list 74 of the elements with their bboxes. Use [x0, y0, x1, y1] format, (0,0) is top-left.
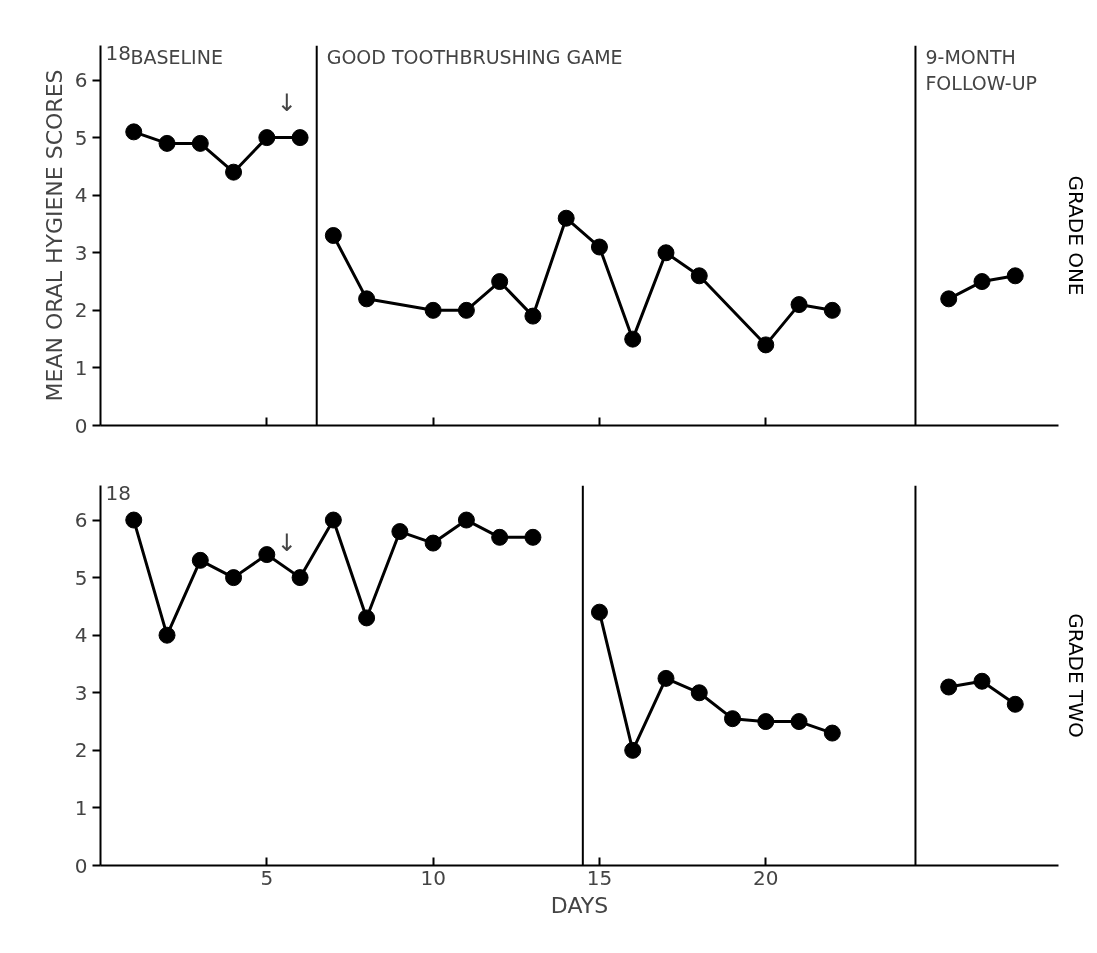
- y-axis-title: MEAN ORAL HYGIENE SCORES: [41, 69, 67, 402]
- text: GRADE ONE: [1063, 175, 1088, 296]
- x-tick-label: 5: [260, 865, 274, 890]
- point: [358, 290, 376, 308]
- point: [225, 569, 243, 587]
- point: [590, 603, 608, 621]
- point: [823, 301, 841, 319]
- point: [973, 672, 991, 690]
- x-axis-title: DAYS: [550, 892, 609, 918]
- point: [724, 710, 742, 728]
- point: [557, 209, 575, 227]
- point: [524, 528, 542, 546]
- point: [757, 336, 775, 354]
- point: [424, 534, 442, 552]
- x-tick-label: 20: [753, 865, 779, 890]
- y-tick-label: 6: [74, 68, 88, 93]
- y-tick-label: 3: [74, 240, 88, 265]
- point: [690, 684, 708, 702]
- annotation: ↓: [276, 89, 297, 118]
- x-tick-label: 10: [420, 865, 446, 890]
- point: [790, 713, 808, 731]
- point: [258, 546, 276, 564]
- y-tick-label: 5: [74, 125, 88, 150]
- point: [757, 713, 775, 731]
- point: [158, 134, 176, 152]
- point: [324, 511, 342, 529]
- x-tick-label: 15: [586, 865, 613, 890]
- point: [291, 129, 309, 147]
- point: [624, 330, 642, 348]
- annotation: BASELINE: [130, 45, 223, 68]
- y-tick-label: 1: [74, 355, 88, 380]
- point: [258, 129, 276, 147]
- point: [391, 523, 409, 541]
- point: [191, 551, 209, 569]
- point: [291, 569, 309, 587]
- y-tick-label: 2: [74, 298, 88, 323]
- text: GRADE TWO: [1063, 613, 1088, 738]
- point: [940, 678, 958, 696]
- point: [1006, 695, 1024, 713]
- point: [973, 273, 991, 291]
- point: [125, 511, 143, 529]
- point: [624, 741, 642, 759]
- point: [191, 134, 209, 152]
- point: [1006, 267, 1024, 285]
- y-tick-label: 0: [74, 413, 88, 438]
- point: [657, 244, 675, 262]
- point: [790, 296, 808, 314]
- y-tick-label: 3: [74, 680, 88, 705]
- point: [823, 724, 841, 742]
- y-tick-label: 5: [74, 565, 88, 590]
- point: [225, 163, 243, 181]
- point: [524, 307, 542, 325]
- point: [491, 528, 509, 546]
- point: [358, 609, 376, 627]
- y-tick-label: 4: [74, 183, 88, 208]
- point: [690, 267, 708, 285]
- y-tick-label: 4: [74, 623, 88, 648]
- point: [590, 238, 608, 256]
- point: [457, 301, 475, 319]
- ref-line-label: 9-MONTH FOLLOW-UP: [925, 45, 1038, 94]
- y-tick-label: 0: [74, 853, 88, 878]
- y-tick-label: 6: [74, 508, 88, 533]
- point: [491, 273, 509, 291]
- point: [657, 669, 675, 687]
- y-tick-label: 1: [74, 795, 88, 820]
- y-tick-label: 2: [74, 738, 88, 763]
- point: [940, 290, 958, 308]
- point: [158, 626, 176, 644]
- point: [324, 227, 342, 244]
- point: [457, 511, 475, 529]
- point: [125, 123, 143, 141]
- ref-line-label: GOOD TOOTHBRUSHING GAME: [326, 45, 623, 68]
- annotation: ↓: [276, 529, 297, 558]
- point: [424, 301, 442, 319]
